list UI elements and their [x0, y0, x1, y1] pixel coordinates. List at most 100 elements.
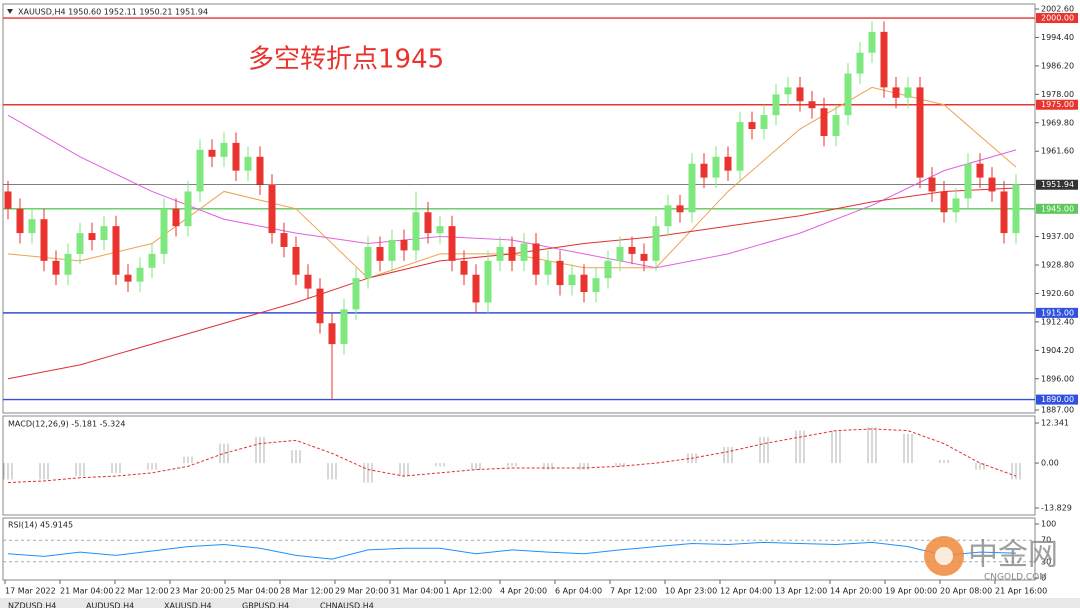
candle-body: [148, 253, 156, 268]
candle-body: [424, 212, 432, 234]
x-tick-label: 21 Mar 04:00: [60, 587, 113, 596]
candle-body: [64, 253, 72, 275]
tab[interactable]: NZDUSD,H4: [8, 602, 56, 608]
x-tick-label: 13 Apr 12:00: [775, 587, 827, 596]
annotation: 多空转折点1945: [248, 45, 444, 75]
candle-body: [316, 288, 324, 324]
watermark-name: 中金网: [968, 538, 1058, 573]
candle-body: [124, 274, 132, 282]
candle-body: [988, 177, 996, 192]
level-label: 1945.00: [1041, 204, 1074, 213]
x-tick-label: 6 Apr 04:00: [555, 587, 602, 596]
symbol-header: XAUUSD,H4 1950.60 1952.11 1950.21 1951.9…: [18, 8, 208, 17]
candle-body: [772, 94, 780, 116]
macd-signal: [7, 428, 1017, 484]
y-tick-label: 1994.40: [1041, 33, 1074, 42]
candle-body: [400, 240, 408, 251]
watermark-logo-inner: [935, 547, 953, 565]
candle-body: [28, 219, 36, 234]
tab[interactable]: AUDUSD,H4: [86, 602, 134, 608]
y-tick-label: 1928.80: [1041, 261, 1074, 270]
y-tick-label: 1896.00: [1041, 374, 1074, 383]
candle-body: [640, 253, 648, 261]
candle-body: [412, 212, 420, 251]
candle-body: [340, 309, 348, 345]
tab[interactable]: GBPUSD,H4: [242, 602, 289, 608]
candle-body: [916, 87, 924, 178]
candle-body: [580, 274, 588, 293]
candle-body: [616, 246, 624, 261]
watermark-site: CNGOLD.COM: [984, 573, 1047, 583]
candle-body: [448, 226, 456, 261]
candle-body: [928, 177, 936, 192]
level-label-box: [1036, 307, 1078, 318]
level-label: 1915.00: [1041, 308, 1074, 317]
tab[interactable]: XAUUSD,H4: [164, 602, 212, 608]
candle-body: [964, 163, 972, 199]
tab[interactable]: CHNAUSD,H4: [320, 602, 374, 608]
x-tick-label: 29 Mar 20:00: [335, 587, 388, 596]
rsi-tick-label: 30: [1041, 557, 1051, 566]
y-tick-label: 1986.20: [1041, 61, 1074, 70]
rsi-label: RSI(14) 45.9145: [8, 521, 73, 530]
level-label: 2000.00: [1041, 14, 1074, 23]
candle-body: [652, 226, 660, 261]
candle-body: [376, 246, 384, 261]
macd-tick-label: -13.829: [1041, 504, 1072, 513]
rsi-tick-label: 100: [1041, 520, 1056, 529]
x-tick-label: 22 Mar 12:00: [115, 587, 168, 596]
x-tick-label: 10 Apr 23:00: [665, 587, 717, 596]
candle-body: [484, 260, 492, 303]
candle-body: [724, 156, 732, 171]
candle-body: [40, 219, 48, 261]
candle-body: [268, 184, 276, 234]
header-arrow: [7, 9, 13, 14]
candle-body: [172, 208, 180, 227]
candle-body: [568, 274, 576, 286]
y-tick-label: 1887.00: [1041, 406, 1074, 415]
level-label-box: [1036, 179, 1078, 190]
rsi-panel: [2, 517, 1036, 581]
x-tick-label: 21 Apr 16:00: [995, 587, 1047, 596]
candle-body: [736, 122, 744, 171]
candle-body: [436, 226, 444, 234]
candle-body: [556, 260, 564, 286]
candle-body: [796, 87, 804, 102]
candle-body: [940, 191, 948, 213]
candle-body: [676, 205, 684, 213]
x-tick-label: 23 Mar 20:00: [170, 587, 223, 596]
y-tick-label: 1904.20: [1041, 346, 1074, 355]
x-tick-label: 28 Mar 12:00: [280, 587, 333, 596]
candle-body: [628, 246, 636, 254]
candle-body: [100, 226, 108, 241]
candle-body: [112, 226, 120, 275]
candle-body: [496, 246, 504, 261]
watermark: 中金网 CNGOLD.COM: [924, 536, 1058, 583]
y-tick-label: 1920.60: [1041, 289, 1074, 298]
candle-body: [76, 233, 84, 254]
candle-body: [364, 246, 372, 279]
candle-body: [160, 208, 168, 254]
level-label: 1975.00: [1041, 100, 1074, 109]
candle-body: [1012, 184, 1020, 234]
candle-body: [88, 233, 96, 241]
candle-body: [664, 205, 672, 227]
candle-body: [196, 149, 204, 192]
candle-body: [220, 142, 228, 157]
x-tick-label: 1 Apr 12:00: [445, 587, 492, 596]
candle-body: [232, 142, 240, 171]
x-tick-label: 20 Apr 08:00: [940, 587, 992, 596]
candle-body: [688, 163, 696, 213]
candle-body: [472, 274, 480, 303]
x-tick-label: 14 Apr 20:00: [830, 587, 882, 596]
x-tick-label: 31 Mar 04:00: [390, 587, 443, 596]
candle-body: [784, 87, 792, 95]
level-label-box: [1036, 13, 1078, 24]
candle-body: [592, 278, 600, 293]
candle-body: [868, 31, 876, 53]
candle-body: [292, 246, 300, 275]
candle-body: [388, 240, 396, 261]
candle-body: [760, 115, 768, 130]
candle-body: [508, 246, 516, 261]
